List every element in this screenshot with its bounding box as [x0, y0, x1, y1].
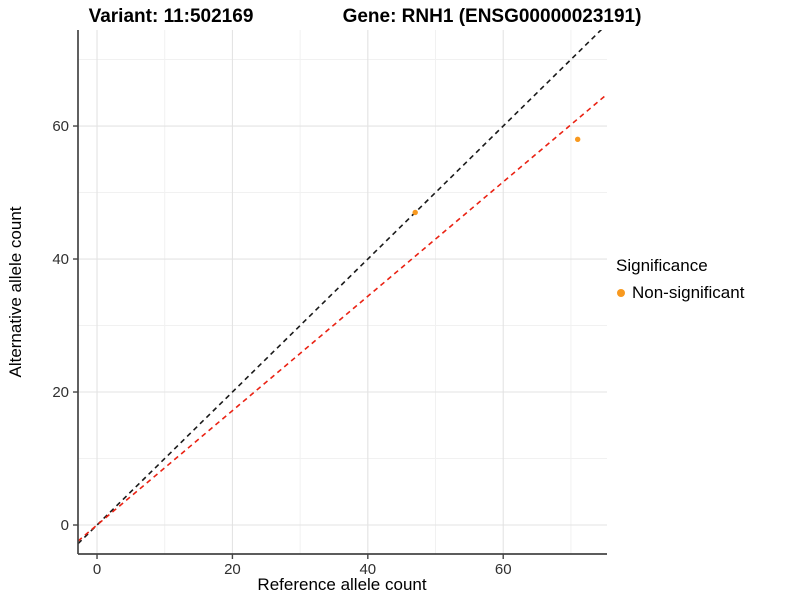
legend: Significance Non-significant: [616, 256, 744, 303]
non-significant-point-icon: [617, 289, 625, 297]
y-tick-label: 60: [52, 118, 69, 135]
y-tick-label: 20: [52, 384, 69, 401]
identity-line: [78, 30, 603, 545]
data-point: [412, 209, 418, 216]
variant-title: Variant: 11:502169: [88, 6, 254, 27]
data-point: [574, 136, 581, 143]
x-axis-title: Reference allele count: [257, 575, 427, 594]
y-axis-title: Alternative allele count: [6, 206, 25, 378]
x-tick-label: 60: [495, 561, 512, 578]
y-tick-label: 40: [52, 251, 69, 268]
gene-title: Gene: RNH1 (ENSG00000023191): [342, 6, 642, 27]
y-tick-label: 0: [61, 517, 69, 534]
legend-item-label: Non-significant: [632, 283, 745, 302]
expected-ratio-line: [78, 93, 607, 542]
legend-item-non-significant: Non-significant: [616, 283, 744, 303]
x-tick-label: 20: [224, 561, 241, 578]
legend-title: Significance: [616, 256, 708, 275]
x-tick-label: 0: [93, 561, 101, 578]
x-tick-label: 40: [359, 561, 376, 578]
